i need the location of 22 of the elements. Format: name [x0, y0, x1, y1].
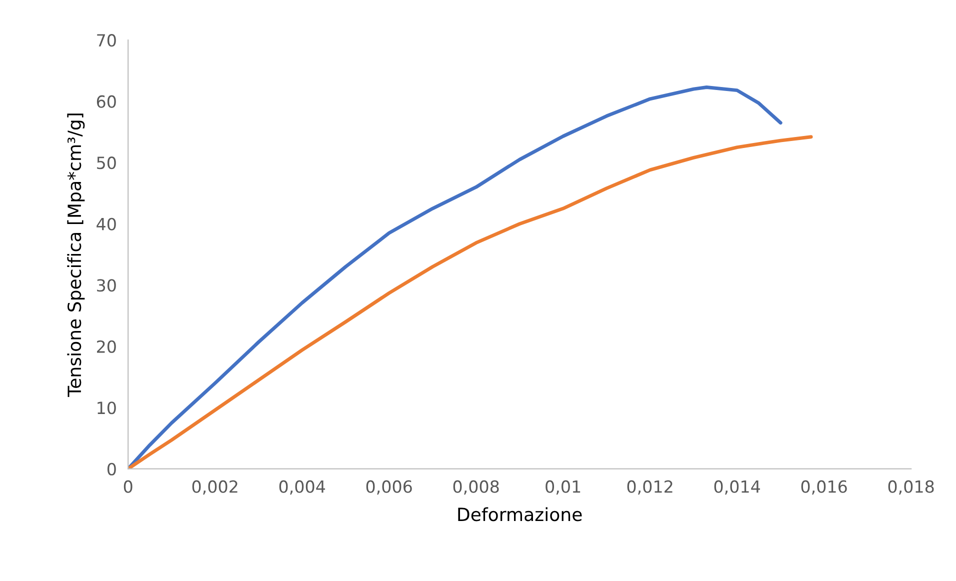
line-series [128, 135, 813, 469]
x-tick-label: 0,002 [192, 480, 238, 495]
y-tick-label: 70 [97, 34, 116, 47]
y-tick-label: 0 [107, 462, 116, 476]
x-tick-label: 0,008 [453, 480, 499, 495]
y-axis-title: Tensione Specifica [Mpa*cm³/g] [67, 114, 85, 397]
y-tick-label: 40 [96, 218, 116, 230]
y-tick-label: 50 [97, 156, 116, 170]
x-tick-label: 0,016 [801, 480, 847, 495]
line-series [128, 86, 782, 469]
x-axis-title: Deformazione [458, 507, 582, 522]
x-tick-label: 0,012 [627, 480, 672, 495]
x-tick-label: 0 [124, 480, 132, 493]
x-tick-label: 0,004 [279, 480, 326, 495]
y-tick-label: 20 [97, 340, 116, 353]
y-tick-label: 30 [97, 279, 116, 292]
x-tick-label: 0,018 [888, 480, 934, 495]
y-tick-label: 10 [98, 402, 116, 414]
x-tick-label: 0,014 [714, 480, 760, 495]
x-tick-label: 0,01 [546, 480, 580, 495]
x-tick-label: 0,006 [366, 480, 412, 495]
y-tick-label: 60 [96, 95, 116, 108]
